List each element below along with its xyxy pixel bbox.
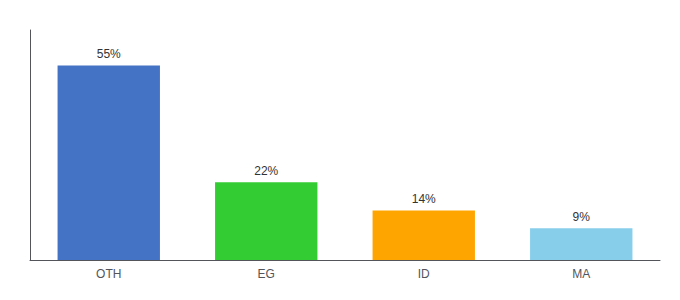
svg-text:9%: 9%: [573, 210, 591, 224]
svg-text:ID: ID: [418, 267, 430, 281]
svg-text:14%: 14%: [412, 192, 436, 206]
svg-text:55%: 55%: [97, 47, 121, 61]
svg-text:22%: 22%: [254, 164, 278, 178]
svg-text:OTH: OTH: [96, 267, 121, 281]
svg-text:MA: MA: [572, 267, 590, 281]
svg-text:EG: EG: [258, 267, 275, 281]
